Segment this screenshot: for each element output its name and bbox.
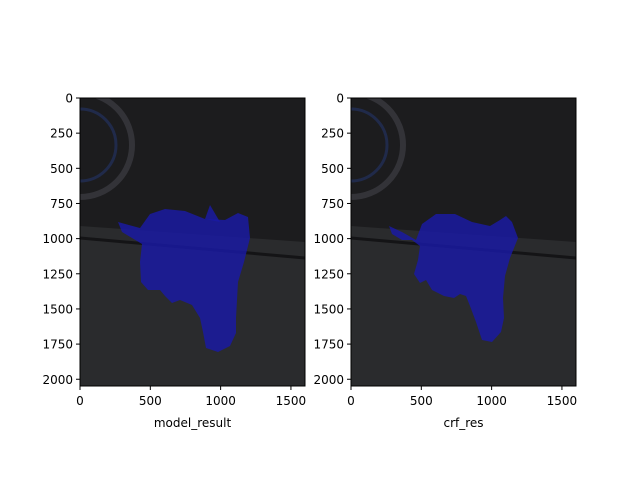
x-tick-label: 1500 — [276, 394, 307, 408]
x-tick-label: 1500 — [547, 394, 578, 408]
axes-frame — [79, 97, 306, 387]
photo-bike-wheel-inner — [351, 107, 389, 183]
y-tick-label: 1500 — [313, 302, 344, 316]
y-tick-label: 750 — [50, 197, 73, 211]
photo-bike-wheel-inner — [80, 107, 118, 183]
y-axis: 0 250 500 750 1000 1250 1500 1750 2000 — [313, 92, 351, 387]
x-tick-label: 0 — [76, 394, 84, 408]
x-axis-label: model_result — [154, 416, 232, 430]
mask-ear-left — [205, 205, 220, 222]
x-axis: 0 500 1000 1500 — [347, 386, 577, 408]
panel-crf-res: 0 250 500 750 1000 1250 1500 1750 2000 0 500 1000 1… — [313, 92, 577, 431]
y-tick-label: 1750 — [42, 338, 73, 352]
y-tick-label: 1750 — [313, 338, 344, 352]
x-tick-label: 500 — [139, 394, 162, 408]
y-tick-label: 2000 — [313, 373, 344, 387]
y-tick-label: 1250 — [42, 267, 73, 281]
y-axis: 0 250 500 750 1000 1250 1500 1750 2000 — [42, 92, 80, 387]
y-tick-label: 250 — [50, 127, 73, 141]
y-tick-label: 1000 — [42, 232, 73, 246]
photo-floor — [80, 226, 305, 386]
y-tick-label: 500 — [321, 162, 344, 176]
x-axis-label: crf_res — [443, 416, 483, 430]
y-tick-label: 2000 — [42, 373, 73, 387]
y-tick-label: 1500 — [42, 302, 73, 316]
y-tick-label: 0 — [65, 92, 73, 106]
y-tick-label: 250 — [321, 127, 344, 141]
y-tick-label: 1250 — [313, 267, 344, 281]
photo-bike-wheel — [351, 98, 406, 200]
x-tick-label: 500 — [410, 394, 433, 408]
y-tick-label: 750 — [321, 197, 344, 211]
x-tick-label: 1000 — [476, 394, 507, 408]
x-axis: 0 500 1000 1500 — [76, 386, 306, 408]
photo-floor — [351, 226, 576, 386]
y-tick-label: 1000 — [313, 232, 344, 246]
x-tick-label: 1000 — [205, 394, 236, 408]
panel-model-result: 0 250 500 750 1000 1250 1500 1750 2000 0 500 1000 1… — [42, 92, 306, 431]
y-tick-label: 0 — [336, 92, 344, 106]
x-tick-label: 0 — [347, 394, 355, 408]
segmentation-mask — [118, 209, 250, 352]
photo-bike-wheel — [80, 98, 135, 200]
y-tick-label: 500 — [50, 162, 73, 176]
axes-frame — [350, 97, 577, 387]
segmentation-mask — [389, 214, 518, 342]
